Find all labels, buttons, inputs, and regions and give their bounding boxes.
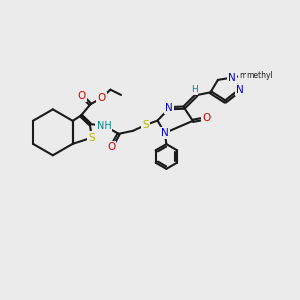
Text: H: H [191,85,197,94]
Text: methyl: methyl [247,71,274,80]
Text: S: S [88,133,95,142]
Text: N: N [161,128,169,138]
Text: N: N [228,73,236,82]
Text: O: O [98,93,106,103]
Text: N: N [165,103,173,113]
Text: O: O [77,91,86,100]
Text: O: O [202,113,211,124]
Text: NH: NH [97,121,111,130]
Text: S: S [142,120,149,130]
Text: O: O [107,142,115,152]
Text: N: N [236,85,244,95]
Text: methyl: methyl [239,71,266,80]
